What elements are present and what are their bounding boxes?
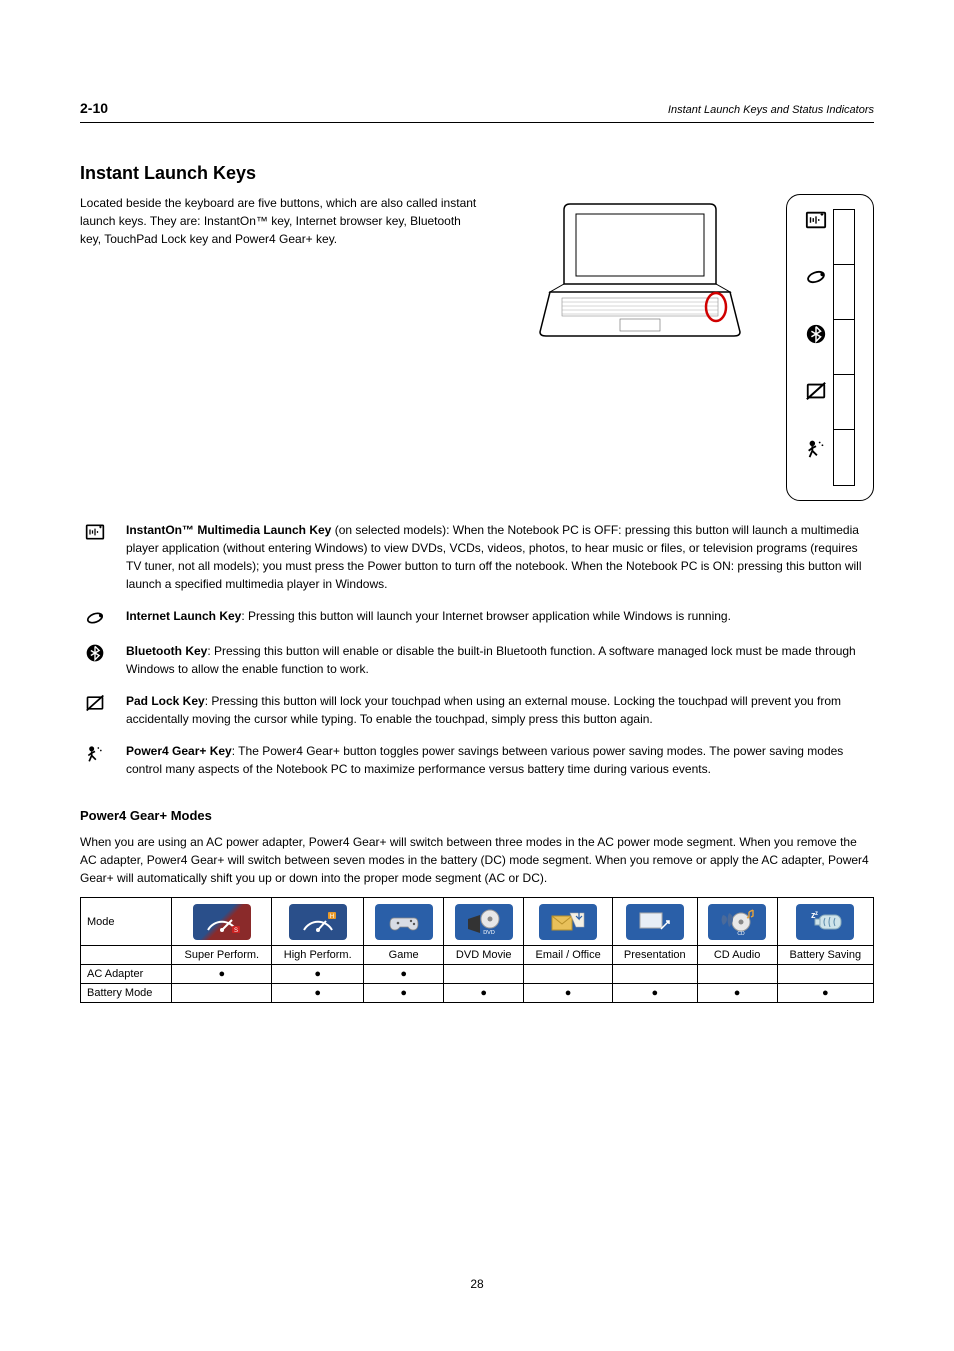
mode-name-cell: DVD Movie	[444, 946, 524, 965]
svg-text:DVD: DVD	[483, 930, 495, 936]
launch-key-panel	[786, 194, 874, 501]
row-label-dc: Battery Mode	[81, 984, 172, 1003]
key-desc: : Pressing this button will enable or di…	[126, 644, 856, 676]
cell: ●	[272, 984, 364, 1003]
cell	[524, 965, 613, 984]
cell: ●	[777, 984, 873, 1003]
key-desc: : Pressing this button will launch your …	[241, 609, 731, 623]
cell	[444, 965, 524, 984]
cell: ●	[364, 965, 444, 984]
padlock-icon	[805, 380, 827, 407]
key-desc: : Pressing this button will lock your to…	[126, 694, 841, 726]
cell: ●	[524, 984, 613, 1003]
table-row-dc: Battery Mode ● ● ● ● ● ● ●	[81, 984, 874, 1003]
cell: ●	[444, 984, 524, 1003]
mode-name-cell: Game	[364, 946, 444, 965]
key-item-bluetooth: Bluetooth Key: Pressing this button will…	[80, 642, 874, 678]
row-label-ac: AC Adapter	[81, 965, 172, 984]
key-item-internet: Internet Launch Key: Pressing this butto…	[80, 607, 874, 628]
mode-icon-game	[364, 898, 444, 946]
table-head-mode: Mode	[81, 898, 172, 946]
table-row-names: Super Perform.High Perform.GameDVD Movie…	[81, 946, 874, 965]
cell: ●	[612, 984, 697, 1003]
cell	[172, 984, 272, 1003]
key-desc: : The Power4 Gear+ button toggles power …	[126, 744, 843, 776]
mode-name-cell: Battery Saving	[777, 946, 873, 965]
cell: ●	[697, 984, 777, 1003]
section-title: Instant Launch Keys	[80, 163, 874, 184]
svg-text:H: H	[330, 914, 334, 920]
instanton-icon	[805, 209, 827, 236]
svg-text:S: S	[234, 928, 238, 934]
key-title: Bluetooth Key	[126, 644, 207, 658]
power4gear-modes-table: Mode S H DVD	[80, 897, 874, 1003]
key-title: Internet Launch Key	[126, 609, 241, 623]
mode-icon-highperf: H	[272, 898, 364, 946]
table-row-icons: Mode S H DVD	[81, 898, 874, 946]
mode-icon-battery: zz	[777, 898, 873, 946]
svg-text:CD: CD	[737, 931, 745, 937]
panel-button-1	[834, 210, 854, 265]
bluetooth-icon	[80, 642, 110, 678]
internet-icon	[80, 607, 110, 628]
cell	[697, 965, 777, 984]
cell	[777, 965, 873, 984]
internet-icon	[805, 266, 827, 293]
mode-icon-presentation	[612, 898, 697, 946]
section-intro: Located beside the keyboard are five but…	[80, 194, 494, 248]
key-item-power4gear: Power4 Gear+ Key: The Power4 Gear+ butto…	[80, 742, 874, 778]
mode-icon-dvd: DVD	[444, 898, 524, 946]
mode-name-cell: CD Audio	[697, 946, 777, 965]
mode-name-cell: Super Perform.	[172, 946, 272, 965]
padlock-icon	[80, 692, 110, 728]
page-header: 2-10 Instant Launch Keys and Status Indi…	[80, 100, 874, 123]
power4gear-title: Power4 Gear+ Modes	[80, 808, 874, 823]
cell: ●	[172, 965, 272, 984]
mode-icon-superperf: S	[172, 898, 272, 946]
key-title: Pad Lock Key	[126, 694, 205, 708]
instanton-icon	[80, 521, 110, 593]
cell	[612, 965, 697, 984]
mode-name-cell: Presentation	[612, 946, 697, 965]
bluetooth-icon	[805, 323, 827, 350]
page-footer: 28	[0, 1277, 954, 1291]
panel-button-2	[834, 265, 854, 320]
key-item-padlock: Pad Lock Key: Pressing this button will …	[80, 692, 874, 728]
cell: ●	[272, 965, 364, 984]
mode-name-cell: Email / Office	[524, 946, 613, 965]
panel-button-4	[834, 375, 854, 430]
laptop-illustration	[530, 194, 750, 344]
header-section-name: Instant Launch Keys and Status Indicator…	[668, 104, 874, 116]
mode-icon-email	[524, 898, 613, 946]
table-row-ac: AC Adapter ● ● ●	[81, 965, 874, 984]
key-title: Power4 Gear+ Key	[126, 744, 232, 758]
power4gear-para: When you are using an AC power adapter, …	[80, 833, 874, 887]
power4gear-icon	[80, 742, 110, 778]
svg-text:z: z	[815, 911, 818, 917]
key-item-instanton: InstantOn™ Multimedia Launch Key (on sel…	[80, 521, 874, 593]
header-page-num: 2-10	[80, 100, 108, 116]
key-descriptions: InstantOn™ Multimedia Launch Key (on sel…	[80, 521, 874, 778]
cell: ●	[364, 984, 444, 1003]
panel-button-3	[834, 320, 854, 375]
mode-name-cell: High Perform.	[272, 946, 364, 965]
panel-button-5	[834, 430, 854, 485]
key-title: InstantOn™ Multimedia Launch Key	[126, 523, 331, 537]
mode-icon-cd: CD	[697, 898, 777, 946]
power4gear-icon	[805, 437, 827, 464]
